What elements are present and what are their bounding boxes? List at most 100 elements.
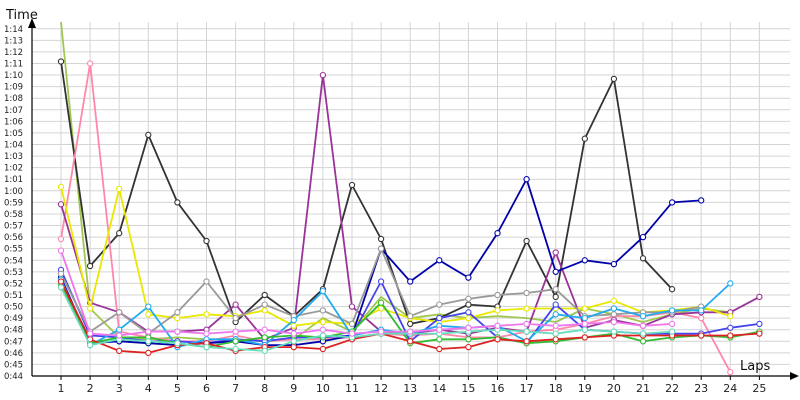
data-point [436,345,443,353]
y-tick-label: 1:06 [4,117,23,127]
x-tick-label: 11 [345,382,359,395]
data-point [727,280,734,287]
x-tick-label: 14 [432,382,446,395]
data-point [261,291,268,299]
y-tick-label: 1:01 [4,175,23,185]
data-point [232,338,239,345]
data-point [494,307,501,314]
y-tick-label: 0:49 [4,314,23,324]
data-point [290,330,297,337]
data-point [698,307,705,314]
x-tick-label: 4 [145,382,152,395]
data-point [145,328,152,335]
x-tick-label: 25 [752,382,766,395]
data-point [174,314,181,322]
data-point [203,330,210,337]
x-tick-label: 24 [723,382,737,395]
data-point [290,338,297,345]
data-point [319,287,327,295]
data-point [436,257,443,264]
data-point [756,320,763,328]
y-axis-title: Time [5,8,38,23]
data-point [727,324,734,331]
data-point [639,313,647,320]
y-tick-label: 1:08 [4,94,23,104]
data-point [86,262,94,270]
y-tick-label: 1:11 [4,59,23,69]
data-point [377,235,385,243]
series-line [60,186,731,327]
data-point [465,336,472,343]
data-point [465,343,472,351]
data-point [494,322,501,329]
data-point [57,284,65,291]
data-point [581,334,588,341]
data-point [57,235,65,243]
data-point [639,322,647,329]
data-point [377,305,385,312]
data-point [377,299,385,306]
data-point [174,309,181,316]
data-point [523,176,530,183]
data-point [203,237,210,245]
data-point [261,307,268,314]
data-point [494,291,501,299]
data-point [552,336,559,343]
data-point [552,330,559,337]
data-point [494,336,501,343]
data-point [407,278,414,285]
series-line [60,286,673,352]
data-point [436,314,443,322]
y-tick-label: 0:53 [4,268,23,278]
data-point [57,247,65,254]
y-tick-label: 1:00 [4,187,23,197]
data-point [523,320,530,328]
y-tick-label: 0:57 [4,222,23,232]
data-point [319,345,327,353]
y-tick-label: 0:44 [4,372,23,382]
x-tick-label: 1 [58,382,65,395]
data-point [145,303,152,310]
data-point [581,314,588,322]
y-tick-label: 0:46 [4,349,23,359]
y-tick-label: 1:09 [4,83,23,93]
data-point [407,313,414,320]
x-tick-label: 6 [203,382,210,395]
data-point [727,368,734,376]
data-point [116,185,123,193]
data-point [610,75,618,83]
data-point [86,330,94,337]
data-point [232,301,239,308]
data-point [581,135,588,142]
data-point [348,320,356,328]
data-point [668,320,676,328]
data-point [116,309,123,316]
y-tick-label: 1:14 [4,25,23,35]
y-tick-label: 0:52 [4,279,23,289]
data-point [668,286,676,293]
series-lines [57,21,763,376]
y-tick-label: 0:50 [4,303,23,313]
data-point [552,311,559,318]
y-tick-label: 1:03 [4,152,23,162]
series-line [60,250,673,337]
y-tick-labels: 0:44 0:450:46 0:470:48 0:490:50 0:51 0:520:53… [4,25,23,382]
data-point [610,297,618,304]
x-axis-title: Laps [740,359,770,374]
x-tick-label: 15 [461,382,475,395]
y-tick-label: 1:04 [4,141,23,151]
x-tick-label: 2 [87,382,94,395]
data-point [668,199,676,206]
data-point [145,131,152,139]
y-tick-label: 0:47 [4,337,23,347]
data-point [232,328,239,335]
x-tick-label: 8 [261,382,268,395]
y-axis-arrow-icon [28,18,36,28]
data-point [523,328,530,335]
data-point [116,230,123,237]
data-point [610,328,618,335]
data-point [610,311,618,318]
data-point [523,237,530,245]
data-point [174,199,181,206]
data-point [232,314,239,322]
